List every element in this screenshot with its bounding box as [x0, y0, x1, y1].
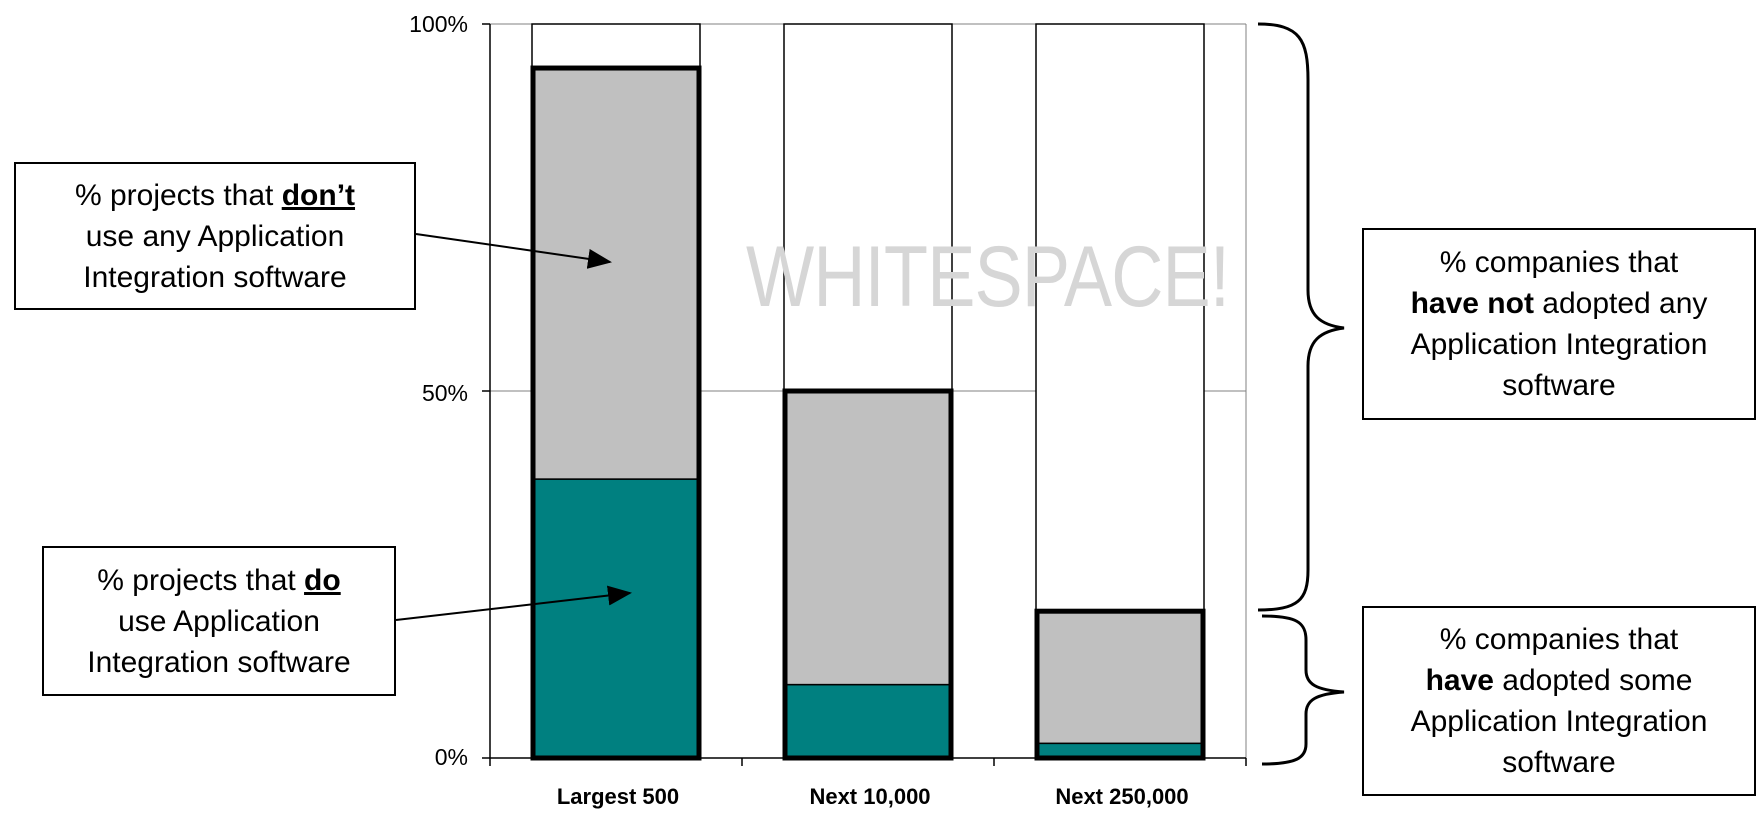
bar-segment-1-2 — [783, 683, 953, 759]
bar-segment-2-1 — [531, 67, 701, 480]
callout-companies-have: % companies that have adopted some Appli… — [1362, 606, 1756, 796]
bar-segment-2-2 — [783, 390, 953, 686]
bars — [530, 23, 1206, 761]
callout-companies-have-not: % companies that have not adopted any Ap… — [1362, 228, 1756, 420]
have-brace — [1261, 614, 1345, 766]
y-tick-label-50: 50% — [421, 380, 468, 406]
bar-segment-3-3 — [1035, 23, 1205, 612]
do-arrow — [395, 585, 632, 621]
bar-segment-3-1 — [531, 23, 701, 69]
y-tick-label-100: 100% — [409, 11, 468, 37]
callout-projects-do: % projects that do use Application Integ… — [42, 546, 396, 696]
y-tick-label-0: 0% — [434, 744, 468, 770]
bar-segment-2-3 — [1035, 610, 1205, 745]
dont-arrow — [415, 233, 612, 269]
annotations — [395, 22, 1345, 766]
axes — [482, 23, 1247, 766]
have-not-brace — [1257, 22, 1345, 612]
bar-segment-1-1 — [531, 478, 701, 759]
x-tick-label-next-250000: Next 250,000 — [1055, 784, 1189, 809]
callout-projects-dont: % projects that don’t use any Applicatio… — [14, 162, 416, 310]
bar-segment-3-2 — [783, 23, 953, 392]
whitespace-watermark: WHITESPACE! — [746, 229, 1230, 325]
x-tick-label-next-10000: Next 10,000 — [809, 784, 931, 809]
x-tick-label-largest-500: Largest 500 — [556, 784, 680, 809]
